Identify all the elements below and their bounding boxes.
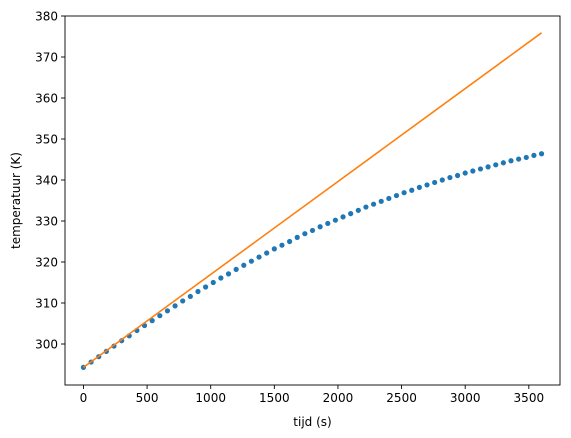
series-0-point: [294, 234, 300, 240]
series-0-point: [225, 271, 232, 277]
series-0-point: [210, 279, 216, 286]
series-0-point: [241, 262, 247, 268]
axes-border: [64, 15, 561, 386]
x-tick-label: 0: [80, 391, 88, 405]
series-0-point: [149, 318, 155, 324]
series-0-point: [454, 172, 461, 179]
series-1-line: [82, 32, 543, 369]
series-0-point: [271, 246, 277, 252]
x-tick-label: 3500: [514, 391, 545, 405]
series-0-point: [172, 303, 178, 309]
y-tick-label: 360: [35, 91, 58, 105]
series-0-point: [401, 190, 407, 196]
series-0-point: [523, 154, 529, 161]
series-0-point: [256, 254, 262, 260]
series-0-point: [180, 298, 186, 304]
x-tick-label: 2000: [323, 391, 354, 405]
x-tick-label: 1000: [195, 391, 226, 405]
series-0-point: [370, 201, 377, 207]
y-tick-label: 330: [35, 214, 58, 228]
series-0-point: [348, 211, 354, 217]
series-0-point: [233, 266, 239, 272]
series-0-point: [416, 184, 422, 190]
y-tick-label: 350: [35, 132, 58, 146]
series-0-point: [340, 214, 346, 220]
axes-frame: [64, 15, 561, 386]
series-0-point: [516, 156, 522, 162]
y-tick-label: 310: [35, 296, 58, 310]
y-tick-label: 380: [35, 9, 58, 23]
series-0-point: [287, 238, 293, 245]
series-0-point: [424, 182, 430, 188]
series-0-point: [332, 217, 338, 223]
series-0-point: [317, 224, 323, 230]
series-0-point: [195, 288, 201, 295]
series-0-point: [409, 187, 415, 193]
series-0-point: [386, 195, 392, 202]
series-0-point: [439, 177, 445, 183]
series-0-point: [393, 192, 400, 199]
plot-data-layer: [80, 32, 545, 370]
series-0-point: [432, 179, 438, 186]
y-tick-label: 300: [35, 337, 58, 351]
series-0-point: [355, 207, 361, 213]
series-0-point: [477, 166, 484, 172]
x-tick-label: 3000: [450, 391, 481, 405]
series-0-point: [493, 162, 499, 168]
series-0-point: [462, 170, 468, 176]
series-0-point: [508, 158, 514, 164]
series-0-point: [378, 198, 384, 204]
series-0-point: [447, 174, 453, 181]
series-0-point: [264, 250, 270, 256]
series-0-point: [500, 160, 506, 166]
y-tick-label: 340: [35, 173, 58, 187]
series-0-point: [157, 313, 163, 319]
x-tick-label: 500: [136, 391, 159, 405]
series-0-point: [309, 227, 316, 234]
series-0-point: [302, 231, 308, 237]
series-0-point: [218, 275, 224, 281]
y-tick-label: 370: [35, 50, 58, 64]
series-0-point: [248, 258, 255, 264]
series-0-point: [279, 242, 285, 248]
series-0-point: [363, 204, 369, 210]
series-0-point: [164, 308, 171, 314]
y-tick-label: 320: [35, 255, 58, 269]
series-0-point: [325, 220, 331, 227]
series-0-point: [538, 151, 545, 157]
x-tick-label: 2500: [386, 391, 417, 405]
series-0-point: [485, 164, 491, 170]
series-0-point: [531, 152, 537, 158]
y-axis-label: temperatuur (K): [9, 152, 23, 249]
x-tick-label: 1500: [259, 391, 290, 405]
series-0-point: [187, 293, 193, 300]
series-0-point: [203, 284, 209, 290]
x-axis-ticks: 0 500 1000 1500 2000 2500 3000 3500: [80, 385, 544, 405]
series-0-point: [470, 168, 476, 174]
y-axis-ticks: 300 310 320 330 340 350 360 370 380: [35, 9, 65, 351]
x-axis-label: tijd (s): [293, 415, 331, 429]
